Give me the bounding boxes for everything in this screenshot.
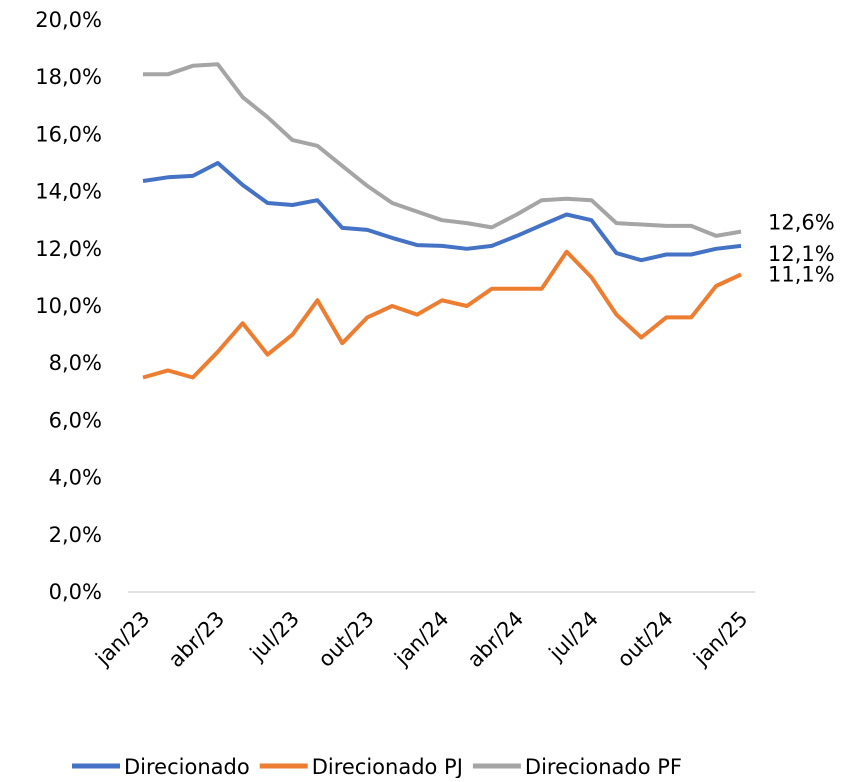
y-tick-label: 12,0% xyxy=(35,237,102,261)
series-line xyxy=(143,62,742,238)
y-tick-label: 16,0% xyxy=(35,122,102,146)
series-line xyxy=(142,161,742,263)
y-tick-label: 10,0% xyxy=(35,294,102,318)
x-tick-label: jul/23 xyxy=(245,607,304,666)
x-tick-label: jul/24 xyxy=(544,607,603,666)
x-tick-label: out/24 xyxy=(613,607,678,672)
y-tick-label: 4,0% xyxy=(49,466,102,490)
legend-label: Direcionado PJ xyxy=(312,755,463,778)
x-tick-label: abr/23 xyxy=(164,607,230,673)
x-tick-label: out/23 xyxy=(314,607,379,672)
data-label: 12,1% xyxy=(768,242,835,266)
y-tick-label: 14,0% xyxy=(35,180,102,204)
data-label: 11,1% xyxy=(768,263,835,287)
y-tick-label: 0,0% xyxy=(49,580,102,604)
legend-label: Direcionado PF xyxy=(525,755,682,778)
y-tick-label: 6,0% xyxy=(49,408,102,432)
y-tick-label: 2,0% xyxy=(49,523,102,547)
data-label: 12,6% xyxy=(768,211,835,235)
x-tick-label: jan/25 xyxy=(688,607,752,671)
x-tick-label: abr/24 xyxy=(463,607,529,673)
series-line xyxy=(142,249,742,380)
y-tick-label: 20,0% xyxy=(35,8,102,32)
y-tick-label: 8,0% xyxy=(49,351,102,375)
x-tick-label: jan/23 xyxy=(90,607,154,671)
x-tick-label: jan/24 xyxy=(389,607,453,671)
legend-label: Direcionado xyxy=(124,755,250,778)
y-tick-label: 18,0% xyxy=(35,65,102,89)
